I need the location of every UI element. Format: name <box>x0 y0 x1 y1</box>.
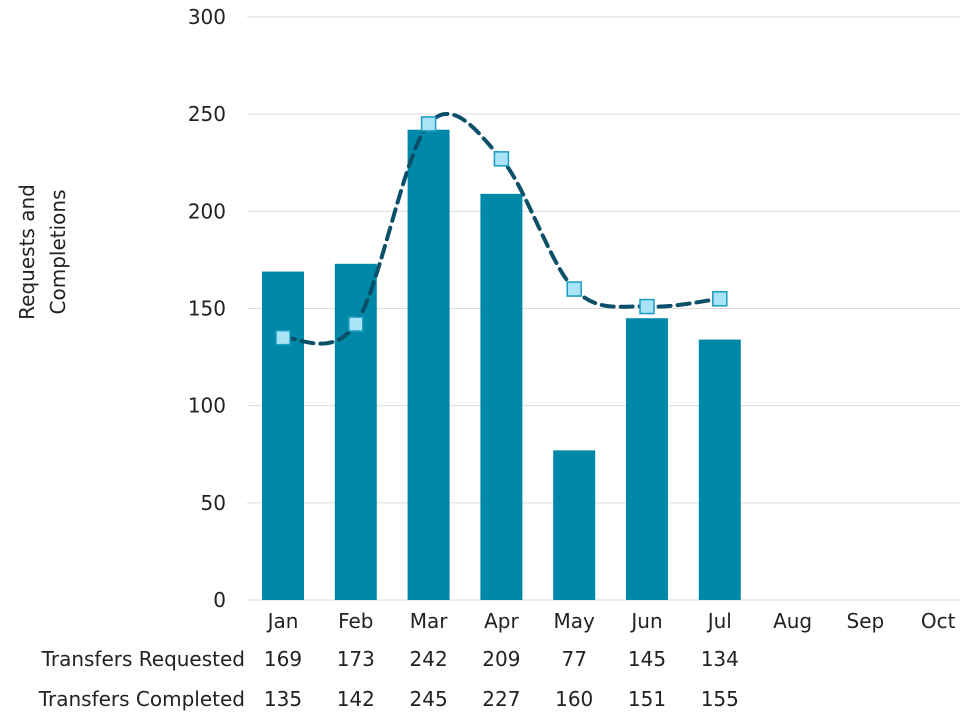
marker-mar <box>420 116 437 132</box>
y-axis-title-line: Requests and <box>15 184 39 320</box>
table-row-label: Transfers Completed <box>38 687 245 711</box>
x-tick-label: Oct <box>921 609 956 633</box>
y-axis-tick-labels: 0 50 100 150 200 250 300 <box>188 5 226 612</box>
x-tick-label: Jul <box>706 609 732 633</box>
table-cell: 209 <box>482 647 520 671</box>
table-cell: 160 <box>555 687 593 711</box>
marker-may <box>566 281 582 297</box>
x-tick-label: Jan <box>266 609 299 633</box>
y-tick-label: 200 <box>188 199 226 223</box>
bar-jul <box>698 339 741 600</box>
x-tick-label: Sep <box>847 609 885 633</box>
line-transfers-completed <box>275 111 728 346</box>
table-cell: 142 <box>337 687 375 711</box>
table-cell: 77 <box>561 647 586 671</box>
table-cell: 227 <box>482 687 520 711</box>
marker-jul <box>712 291 728 307</box>
y-tick-label: 300 <box>188 5 226 29</box>
y-tick-label: 100 <box>188 394 226 418</box>
x-axis-tick-labels: Jan Feb Mar Apr May Jun Jul Aug Sep Oct <box>266 609 956 633</box>
bar-feb <box>334 263 377 600</box>
table-cell: 242 <box>410 647 448 671</box>
table-cell: 134 <box>701 647 739 671</box>
table-row-label: Transfers Requested <box>41 647 245 671</box>
x-tick-label: Mar <box>410 609 449 633</box>
x-tick-label: May <box>554 609 596 633</box>
bar-jan <box>262 271 304 600</box>
y-tick-label: 150 <box>188 297 226 321</box>
bar-apr <box>480 193 523 601</box>
bars-transfers-requested <box>262 129 741 601</box>
table-cell: 145 <box>628 647 666 671</box>
y-tick-label: 0 <box>213 588 226 612</box>
table-cell: 155 <box>701 687 739 711</box>
y-tick-label: 250 <box>188 102 226 126</box>
y-axis-label: Requests and Completions <box>15 184 70 320</box>
bar-may <box>553 450 596 600</box>
data-table: Transfers Requested 169 173 242 209 77 145 134 T… <box>38 647 739 711</box>
table-cell: 173 <box>337 647 375 671</box>
marker-jun <box>639 298 655 315</box>
table-cell: 135 <box>264 687 302 711</box>
y-axis-title: Requests and Completions <box>15 184 70 320</box>
y-tick-label: 50 <box>201 491 226 515</box>
marker-jan <box>275 329 291 346</box>
x-tick-label: Jun <box>629 609 662 633</box>
x-tick-label: Apr <box>484 609 519 633</box>
table-cell: 245 <box>410 687 448 711</box>
x-tick-label: Aug <box>773 609 812 633</box>
x-tick-label: Feb <box>338 609 373 633</box>
bar-mar <box>407 129 450 601</box>
marker-feb <box>348 316 364 332</box>
y-axis-title-line: Completions <box>46 190 70 315</box>
bar-jun <box>626 318 668 600</box>
table-cell: 169 <box>264 647 302 671</box>
marker-apr <box>493 151 510 167</box>
table-cell: 151 <box>628 687 666 711</box>
